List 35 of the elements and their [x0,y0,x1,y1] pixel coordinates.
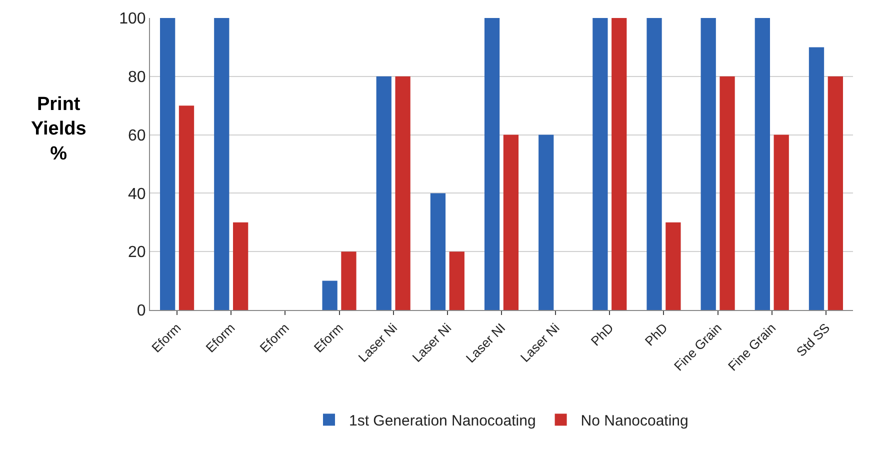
y-axis-title: Print Yields % [31,94,86,164]
y-tick-label: 20 [128,244,146,262]
bar [395,76,410,310]
bar [341,252,356,310]
bar [754,18,770,310]
y-tick-label: 40 [128,186,146,203]
bar [214,18,230,310]
bar [720,76,735,310]
bar [233,222,248,310]
bar [322,280,338,310]
bar [484,18,500,310]
y-tick-label: 80 [128,69,146,86]
bar [160,18,176,310]
y-tick-label: 60 [128,127,146,144]
bar [592,18,608,310]
bar [538,134,554,310]
bar [178,106,194,310]
bar [774,134,789,310]
bar [828,76,843,310]
y-tick-label: 100 [119,10,146,28]
bar [700,18,716,310]
bar [430,193,446,310]
legend-label: 1st Generation Nanocoating [349,412,536,430]
bar [612,18,627,310]
x-tick-label: PhD [642,320,670,349]
bar [449,252,464,310]
legend-label: No Nanocoating [580,412,688,430]
y-tick-label: 0 [136,302,146,320]
x-tick-label: Std SS [793,320,833,360]
x-tick-label: PhD [588,320,616,349]
bar [646,18,662,310]
bar [503,134,519,310]
bar [376,76,392,310]
bar [808,47,824,310]
bar [666,222,681,310]
